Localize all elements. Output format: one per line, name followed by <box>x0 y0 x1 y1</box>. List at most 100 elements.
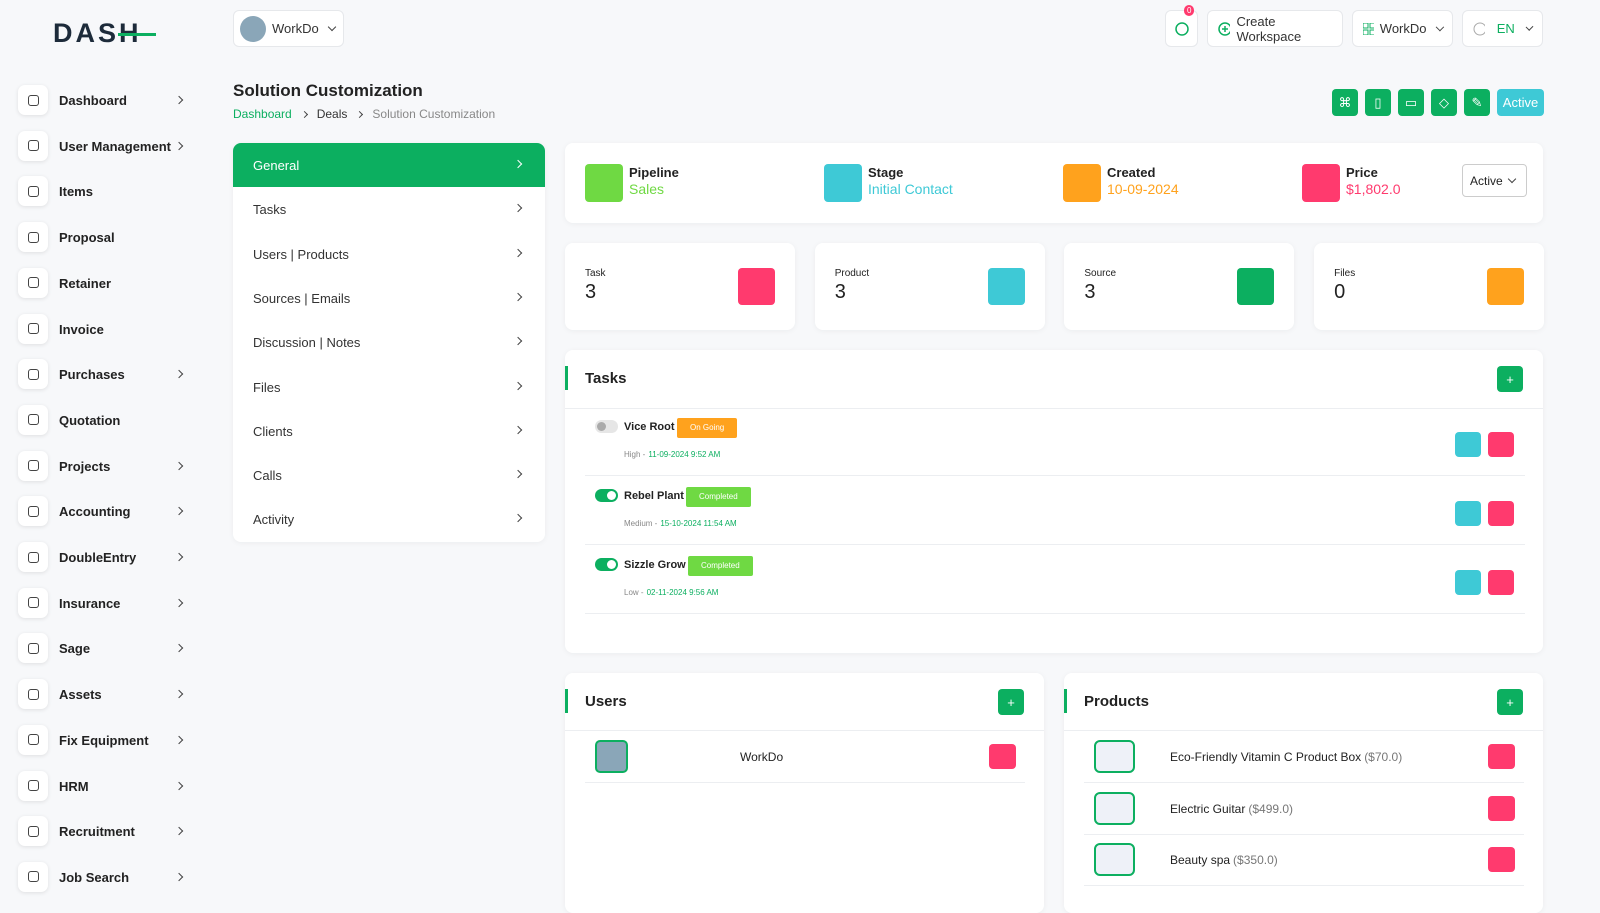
task-toggle[interactable] <box>595 420 618 433</box>
sidebar-item[interactable]: Items <box>0 176 215 207</box>
tab[interactable]: Files <box>233 365 545 409</box>
status-dropdown[interactable]: Active <box>1462 164 1527 197</box>
summary-value: $1,802.0 <box>1346 181 1401 197</box>
sidebar-item[interactable]: Retainer <box>0 267 215 298</box>
breadcrumb-item[interactable]: Deals <box>316 107 348 121</box>
edit-button[interactable] <box>1455 501 1481 526</box>
sidebar-label: Insurance <box>59 595 121 611</box>
sidebar: DASH Dashboard User Management Items Propos… <box>0 0 215 900</box>
summary-icon <box>585 164 623 202</box>
summary-value: Initial Contact <box>868 181 953 197</box>
tasks-title: Tasks <box>564 366 627 390</box>
brand-line <box>118 33 156 36</box>
breadcrumb-item[interactable]: Dashboard <box>233 107 292 121</box>
task-priority: Low - <box>624 588 644 597</box>
action-button[interactable]: ⌘ <box>1332 89 1358 116</box>
tab[interactable]: Calls <box>233 453 545 497</box>
delete-button[interactable] <box>1488 795 1515 821</box>
sidebar-item[interactable]: DoubleEntry <box>0 542 215 572</box>
tab[interactable]: Users | Products <box>233 232 545 276</box>
language-menu[interactable]: EN <box>1462 10 1543 47</box>
task-toggle[interactable] <box>595 489 618 502</box>
add-task-button[interactable]: + <box>1497 366 1523 392</box>
sidebar-label: Fix Equipment <box>59 732 149 748</box>
edit-button[interactable] <box>1455 570 1481 595</box>
action-button[interactable]: ▯ <box>1365 89 1391 116</box>
task-toggle[interactable] <box>595 558 618 571</box>
sidebar-item[interactable]: Proposal <box>0 222 215 253</box>
product-name: Electric Guitar <box>1170 801 1246 816</box>
sidebar-item[interactable]: HRM <box>0 770 215 801</box>
tab-chevron <box>513 248 523 257</box>
summary-icon <box>824 164 862 202</box>
sidebar-chevron <box>174 735 184 745</box>
sidebar-item[interactable]: Job Search <box>0 861 215 892</box>
status-value: Active <box>1470 173 1503 188</box>
notification-count: 0 <box>1184 5 1195 16</box>
sidebar-item[interactable]: Assets <box>0 679 215 710</box>
delete-button[interactable] <box>989 744 1016 769</box>
tab[interactable]: General <box>233 143 545 187</box>
sidebar-icon <box>18 267 48 298</box>
sidebar-icon <box>18 404 48 435</box>
product-line: Electric Guitar ($499.0) <box>1170 802 1293 816</box>
product-name: Eco-Friendly Vitamin C Product Box <box>1170 750 1362 764</box>
sidebar-item[interactable]: Purchases <box>0 359 215 390</box>
delete-button[interactable] <box>1488 847 1515 872</box>
delete-button[interactable] <box>1488 744 1515 769</box>
users-card: Users + WorkDo <box>565 673 1044 913</box>
sidebar-chevron <box>174 872 184 882</box>
sidebar-item[interactable]: Dashboard <box>0 85 215 115</box>
sidebar-item[interactable]: Quotation <box>0 404 215 435</box>
messages-button[interactable]: 0 <box>1165 5 1198 47</box>
stat-icon <box>1237 268 1275 305</box>
sidebar-item[interactable]: User Management <box>0 130 215 161</box>
sidebar-item[interactable]: Invoice <box>0 313 215 344</box>
sidebar-icon <box>18 359 48 390</box>
delete-button[interactable] <box>1488 570 1514 595</box>
tab[interactable]: Clients <box>233 409 545 453</box>
task-meta: Low -02-11-2024 9:56 AM <box>624 588 718 597</box>
stat-label: Source <box>1084 268 1117 279</box>
tab[interactable]: Sources | Emails <box>233 276 545 320</box>
delete-button[interactable] <box>1488 432 1514 457</box>
summary-label: Stage <box>868 165 904 180</box>
sidebar-item[interactable]: Accounting <box>0 496 215 527</box>
user-menu[interactable]: WorkDo <box>1352 10 1453 47</box>
task-meta: High -11-09-2024 9:52 AM <box>624 450 720 459</box>
action-button[interactable]: ✎ <box>1464 89 1490 116</box>
divider <box>1084 782 1524 783</box>
task-name: Rebel Plant <box>624 490 684 502</box>
sidebar-icon <box>18 450 48 481</box>
edit-button[interactable] <box>1455 432 1481 457</box>
action-button[interactable]: ◇ <box>1431 89 1457 116</box>
add-user-button[interactable]: + <box>998 689 1024 715</box>
workspace-switcher[interactable]: WorkDo <box>233 10 344 47</box>
sidebar-chevron <box>174 141 184 150</box>
sidebar-icon <box>18 679 48 710</box>
create-workspace-button[interactable]: Create Workspace <box>1207 10 1343 47</box>
tab-label: Activity <box>253 512 295 528</box>
tab-chevron <box>513 292 523 302</box>
stat-card: Files 0 <box>1314 243 1545 330</box>
product-price: ($499.0) <box>1248 801 1294 816</box>
sidebar-item[interactable]: Recruitment <box>0 816 215 847</box>
stat-icon <box>1487 268 1525 305</box>
tab-chevron <box>513 204 523 213</box>
tab[interactable]: Activity <box>233 497 545 541</box>
sidebar-item[interactable]: Projects <box>0 450 215 481</box>
tab[interactable]: Tasks <box>233 187 545 231</box>
status-button[interactable]: Active <box>1497 89 1544 116</box>
sidebar-label: Proposal <box>59 230 115 246</box>
tab[interactable]: Discussion | Notes <box>233 320 545 364</box>
sidebar-item[interactable]: Sage <box>0 633 215 664</box>
sidebar-item[interactable]: Fix Equipment <box>0 724 215 755</box>
delete-button[interactable] <box>1488 501 1514 526</box>
summary-label: Created <box>1107 165 1156 180</box>
add-product-button[interactable]: + <box>1497 689 1523 715</box>
sidebar-item[interactable]: Insurance <box>0 587 215 618</box>
sidebar-icon <box>18 587 48 618</box>
task-date: 15-10-2024 11:54 AM <box>660 519 737 528</box>
action-button[interactable]: ▭ <box>1398 89 1424 116</box>
sidebar-icon <box>18 222 48 253</box>
